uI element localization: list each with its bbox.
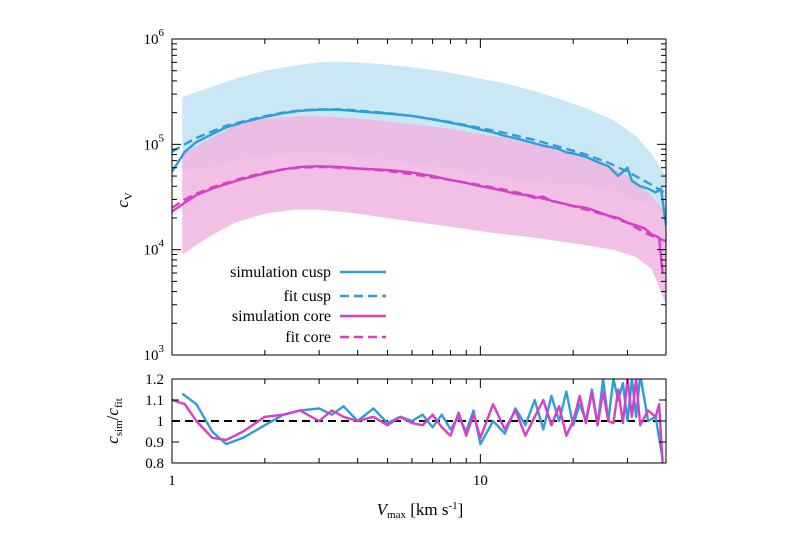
- y-tick-label: 0.9: [145, 435, 164, 451]
- top-panel: 103 104 105 106 cV simulation cusp fit cusp…: [113, 27, 667, 364]
- bottom-plot-frame: [171, 378, 667, 464]
- legend-entry-fit-core: fit core: [285, 329, 386, 346]
- legend-label: fit core: [285, 329, 331, 346]
- ratio-line: [172, 379, 664, 463]
- y-tick-label: 1.2: [145, 372, 164, 388]
- bottom-series: [172, 379, 664, 463]
- top-y-axis-label: cV: [113, 192, 135, 208]
- legend-label: simulation cusp: [230, 264, 331, 281]
- series-line: [172, 165, 666, 243]
- top-y-tick-labels: 103 104 105 106: [144, 27, 165, 364]
- ratio-line: [181, 379, 664, 459]
- bottom-y-tick-labels: 0.8 0.9 1 1.1 1.2: [145, 372, 164, 472]
- legend-label: simulation core: [232, 308, 331, 325]
- top-plot-frame: [171, 38, 667, 356]
- legend-entry-fit-cusp: fit cusp: [283, 288, 386, 305]
- scatter-band: [182, 116, 666, 305]
- bottom-y-axis-label: csim/cfit: [103, 398, 125, 444]
- top-series: [172, 108, 666, 274]
- x-axis-label: Vmax [km s-1]: [377, 500, 464, 521]
- x-tick-label: 1: [168, 473, 176, 489]
- legend: simulation cusp fit cusp simulation core…: [230, 264, 386, 346]
- legend-entry-simulation-cusp: simulation cusp: [230, 264, 386, 281]
- series-line: [172, 108, 666, 195]
- x-tick-label: 10: [473, 473, 488, 489]
- y-tick-label: 1.1: [145, 393, 164, 409]
- y-tick-label: 0.8: [145, 456, 164, 472]
- bottom-panel: 0.8 0.9 1 1.1 1.2 1 10 csim/cfit Vmax [km s-1…: [103, 372, 667, 521]
- y-tick-label: 106: [144, 27, 165, 48]
- top-bands: [182, 61, 666, 305]
- legend-label: fit cusp: [283, 288, 331, 305]
- y-tick-label: 104: [144, 238, 165, 259]
- y-tick-label: 1: [157, 414, 165, 430]
- legend-entry-simulation-core: simulation core: [232, 308, 386, 325]
- y-tick-label: 105: [144, 132, 165, 153]
- y-tick-label: 103: [144, 343, 165, 364]
- x-tick-labels: 1 10: [168, 473, 488, 489]
